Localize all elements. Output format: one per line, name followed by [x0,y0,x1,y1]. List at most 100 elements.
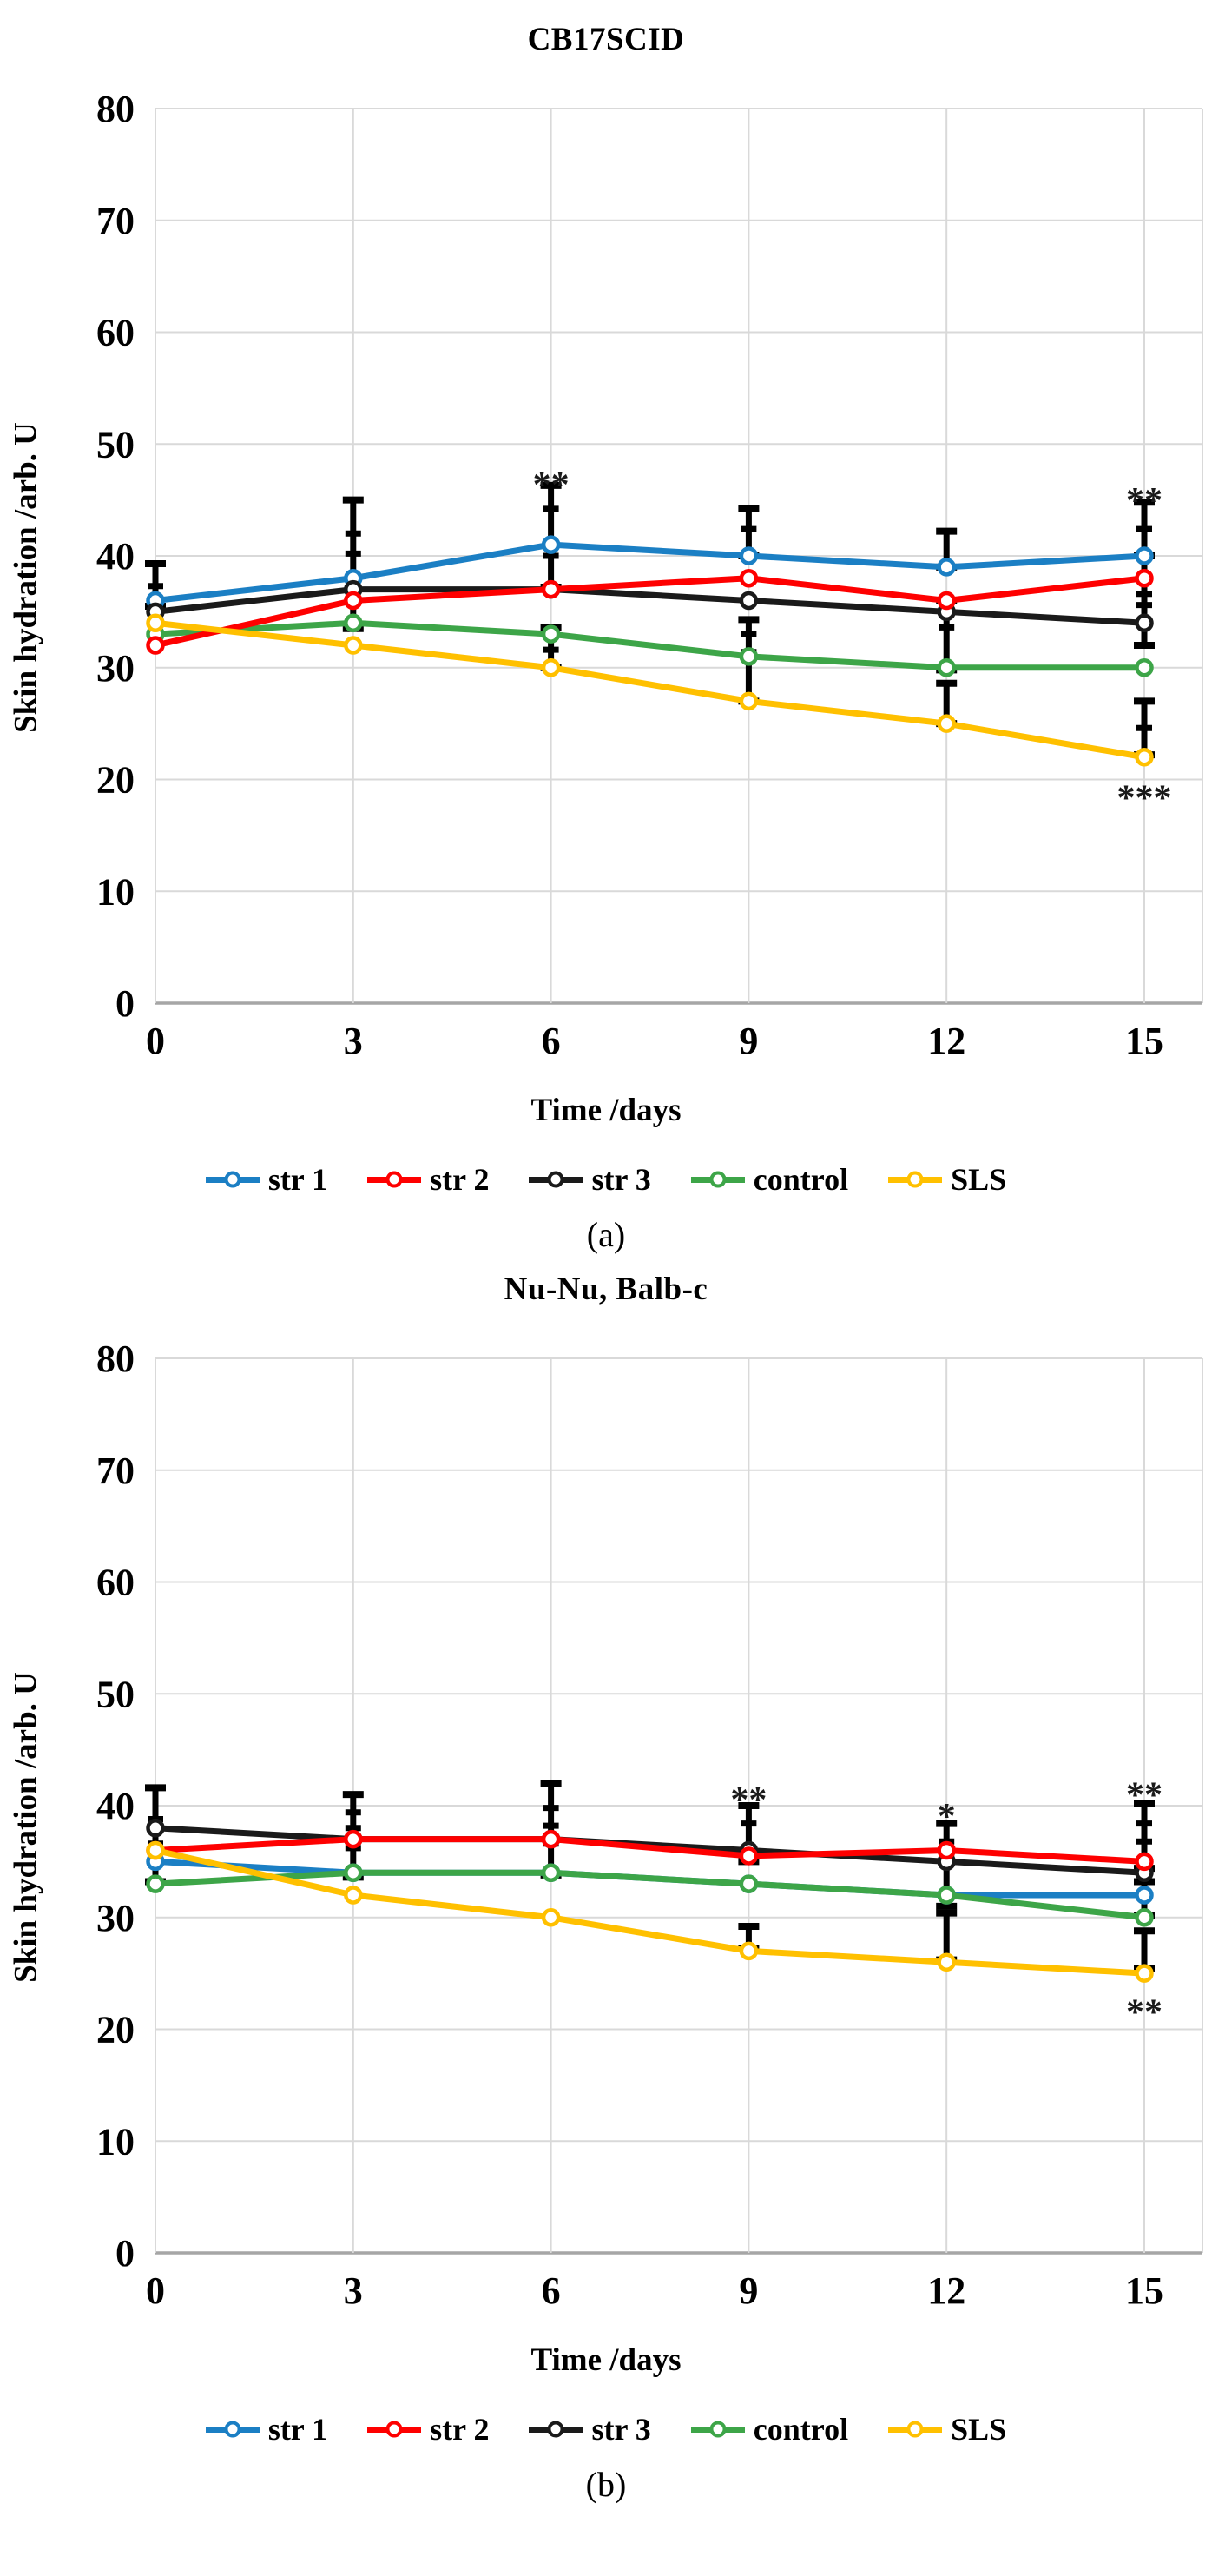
y-tick-label: 70 [96,200,135,242]
y-tick-label: 60 [96,1562,135,1604]
data-point-marker-str-1 [739,546,759,565]
data-point-marker-sls [541,1908,561,1927]
data-point-marker-control [146,1874,165,1893]
error-bar [1134,697,1155,759]
chart-a-x-axis-label: Time /days [530,1093,682,1128]
legend-item-str1: str 1 [205,1161,328,1198]
significance-annotation: ** [1126,1776,1163,1816]
open-circle-marker-icon [906,2421,924,2438]
open-circle-marker-icon [547,1171,564,1188]
significance-annotation: ** [730,1780,767,1820]
y-tick-label: 20 [96,759,135,802]
x-tick-label: 3 [344,2269,363,2312]
data-point-marker-sls [146,613,165,632]
legend-label: str 3 [591,1162,651,1197]
data-point-marker-control [1135,658,1154,677]
line-marker-swatch [529,2421,583,2438]
x-tick-label: 15 [1125,1020,1163,1062]
line-marker-swatch [888,1171,943,1188]
data-point-marker-str-3 [146,1819,165,1838]
data-point-marker-sls [739,691,759,711]
x-tick-label: 12 [927,2269,965,2312]
data-point-marker-str-2 [937,1840,956,1860]
data-point-marker-control [344,1863,363,1882]
chart-a-y-axis-label: Skin hydration /arb. U [8,422,44,733]
x-tick-label: 15 [1125,2269,1163,2312]
data-point-marker-str-2 [344,591,363,611]
y-tick-label: 50 [96,1673,135,1715]
legend-item-sls: SLS [888,1161,1006,1198]
line-marker-swatch [529,1171,583,1188]
open-circle-marker-icon [224,1171,241,1188]
series-line-control [155,1869,1145,1921]
data-point-marker-control [1135,1908,1154,1927]
significance-annotation: ** [533,466,570,505]
y-tick-label: 10 [96,2120,135,2163]
open-circle-marker-icon [385,2421,403,2438]
chart-b-plot: 0 10 20 30 40 50 60 70 80 0 3 6 9 12 15 ** * ** ** [0,1315,1212,2340]
open-circle-marker-icon [906,1171,924,1188]
legend-label: control [753,2412,849,2447]
data-point-marker-str-3 [1135,613,1154,632]
y-tick-label: 70 [96,1450,135,1492]
data-point-marker-str-2 [541,579,561,599]
legend-label: str 2 [430,2412,490,2447]
x-tick-label: 9 [739,2269,758,2312]
y-tick-label: 80 [96,1338,135,1380]
legend-item-str1: str 1 [205,2411,327,2447]
y-tick-label: 30 [96,647,135,690]
data-point-marker-str-2 [1135,1852,1154,1872]
y-tick-label: 0 [115,982,135,1025]
data-point-marker-sls [146,1840,165,1860]
chart-b-x-axis-label: Time /days [530,2342,682,2378]
data-point-marker-str-2 [541,1829,561,1849]
legend-label: str 1 [267,1162,328,1197]
x-tick-label: 3 [344,1020,363,1062]
data-point-marker-control [541,1863,561,1882]
open-circle-marker-icon [709,2421,727,2438]
series-line-control [155,619,1144,671]
data-point-marker-sls [1135,1964,1154,1983]
line-marker-swatch [690,2421,745,2438]
data-point-marker-str-1 [541,535,561,554]
data-point-marker-str-2 [739,1846,759,1866]
error-bar [1134,1927,1155,1972]
line-marker-swatch [367,1171,422,1188]
data-point-marker-sls [739,1941,759,1961]
data-point-marker-str-1 [937,558,956,577]
data-point-marker-sls [937,714,956,733]
legend-item-sls: SLS [888,2411,1006,2447]
y-tick-label: 30 [96,1897,135,1939]
chart-b: Skin hydration /arb. U 0 10 20 30 40 50 60 70 80… [0,1315,1212,2340]
data-point-marker-sls [937,1952,956,1972]
data-point-marker-control [541,624,561,644]
data-point-marker-control [739,1874,759,1893]
x-tick-label: 0 [146,1020,165,1062]
chart-a-legend: str 1 str 2 str 3 control SLS [0,1159,1212,1200]
data-point-marker-str-2 [1135,569,1154,588]
significance-annotation: ** [1126,1992,1163,2032]
panel-b: Nu-Nu, Balb-c Skin hydration /arb. U 0 10… [0,1271,1212,2505]
data-point-marker-control [937,1886,956,1905]
x-tick-label: 6 [542,1020,561,1062]
line-marker-swatch [367,2421,422,2438]
x-tick-label: 6 [542,2269,561,2312]
two-panel-line-chart-figure: CB17SCID Skin hydration /arb. U 0 10 20 30 4… [0,21,1212,2505]
series-line-str-1 [155,541,1145,604]
y-tick-label: 20 [96,2009,135,2051]
legend-item-control: control [690,1161,848,1198]
significance-annotation: * [938,1797,956,1837]
data-point-marker-control [937,658,956,677]
data-point-marker-str-3 [739,591,759,611]
y-tick-label: 10 [96,870,135,913]
y-tick-label: 50 [96,423,135,466]
chart-a-plot: 0 10 20 30 40 50 60 70 80 0 3 6 9 12 15 ** ** *** [0,65,1212,1090]
error-bar [540,1780,562,1879]
chart-b-legend: str 1 str 2 str 3 control SLS [0,2408,1212,2450]
panel-a: CB17SCID Skin hydration /arb. U 0 10 20 30 4… [0,21,1212,1255]
line-marker-swatch [205,1171,260,1188]
y-tick-label: 0 [115,2232,135,2275]
series-line-str-2 [155,575,1145,649]
legend-item-str3: str 3 [529,2411,651,2447]
